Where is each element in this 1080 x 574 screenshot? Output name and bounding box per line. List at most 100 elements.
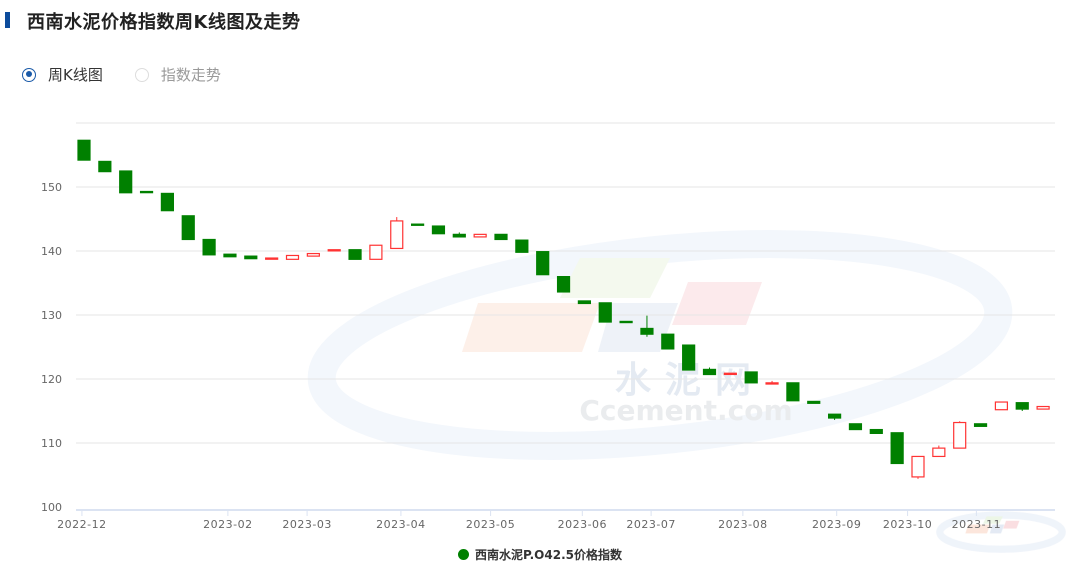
candle-body [807,400,821,404]
candle-body [160,192,174,212]
chart-legend[interactable]: 西南水泥P.O42.5价格指数 [0,546,1080,563]
candle-down[interactable] [848,423,863,431]
candle-body [723,372,737,376]
candle-down[interactable] [348,249,362,260]
candle-body [577,300,592,305]
candle-down[interactable] [619,320,633,324]
x-tick-label: 2023-03 [282,518,331,531]
candle-down[interactable] [77,139,91,161]
candle-up[interactable] [994,401,1009,411]
candle-down[interactable] [244,255,258,260]
candle-down[interactable] [223,253,237,258]
radio-index-trend[interactable]: 指数走势 [134,64,221,85]
candle-body [473,233,487,238]
candle-body [202,238,216,256]
candle-down[interactable] [411,223,425,226]
candle-body [682,344,696,371]
candle-down[interactable] [661,333,675,350]
candle-up[interactable] [285,254,300,260]
view-toggle: 周K线图 指数走势 [22,64,221,85]
x-tick-label: 2023-09 [812,518,861,531]
candle-up[interactable] [1036,405,1050,410]
x-tick-label: 2023-02 [203,518,252,531]
candle-body [1015,402,1029,410]
x-tick-label: 2023-06 [558,518,607,531]
candle-body [869,428,883,434]
candle-down[interactable] [556,276,571,293]
x-tick-label: 2023-10 [883,518,932,531]
candle-down[interactable] [869,428,883,434]
candle-up[interactable] [473,233,487,238]
candle-body [285,254,300,260]
candle-down[interactable] [98,160,112,173]
candle-body [702,368,717,376]
candle-down[interactable] [181,215,195,241]
candle-down[interactable] [640,315,654,337]
candle-body [640,327,654,335]
candle-down[interactable] [682,344,696,371]
watermark-text-en: Ccement.com [579,394,792,427]
candle-body [556,276,571,293]
candle-body [953,421,967,449]
candle-up[interactable] [932,445,946,458]
candle-body [515,239,529,253]
candle-down[interactable] [1015,402,1029,411]
candle-body [119,170,133,194]
candle-down[interactable] [827,413,842,420]
candle-down[interactable] [786,382,800,402]
candle-up[interactable] [911,455,925,479]
candle-up[interactable] [953,421,967,449]
candle-body [369,244,383,260]
candle-down[interactable] [598,302,612,323]
candle-down[interactable] [160,192,174,212]
candle-up[interactable] [265,257,279,260]
y-tick-label: 110 [41,437,62,450]
candle-body [911,455,925,478]
candle-body [932,447,946,458]
candle-up[interactable] [723,372,737,376]
radio-label: 周K线图 [48,66,103,84]
candle-body [98,160,112,173]
candle-body [494,233,508,241]
candle-body [223,253,237,258]
candle-body [973,423,988,427]
legend-label: 西南水泥P.O42.5价格指数 [475,548,622,562]
candle-up[interactable] [327,249,341,252]
candle-body [765,382,779,385]
candle-down[interactable] [139,190,154,194]
candle-body [431,225,446,235]
candle-down[interactable] [973,423,988,427]
candle-down[interactable] [452,232,466,238]
candle-down[interactable] [744,371,758,384]
legend-dot-icon [458,549,470,560]
candle-up[interactable] [369,244,383,260]
candle-down[interactable] [577,300,592,305]
radio-weekly-kline[interactable]: 周K线图 [22,64,103,85]
candle-body [390,220,404,250]
candle-down[interactable] [536,251,550,276]
x-tick-label: 2023-05 [466,518,515,531]
candle-body [1036,405,1050,410]
candle-up[interactable] [765,380,779,385]
y-tick-label: 120 [41,373,62,386]
x-tick-label: 2023-11 [952,518,1001,531]
candle-up[interactable] [390,217,404,250]
candle-down[interactable] [119,170,133,194]
candle-body [244,255,258,260]
candle-down[interactable] [890,432,904,465]
candle-body [181,215,195,241]
candle-down[interactable] [515,239,529,253]
candle-body [452,233,466,238]
candle-down[interactable] [702,367,717,376]
candle-body [348,249,362,260]
candle-down[interactable] [202,238,216,256]
candle-down[interactable] [807,400,821,404]
candle-body [848,423,863,431]
candle-up[interactable] [306,252,320,257]
x-tick-label: 2022-12 [57,518,106,531]
candle-body [139,190,154,194]
candle-down[interactable] [494,233,508,241]
candle-down[interactable] [431,225,446,235]
candle-body [306,252,320,257]
